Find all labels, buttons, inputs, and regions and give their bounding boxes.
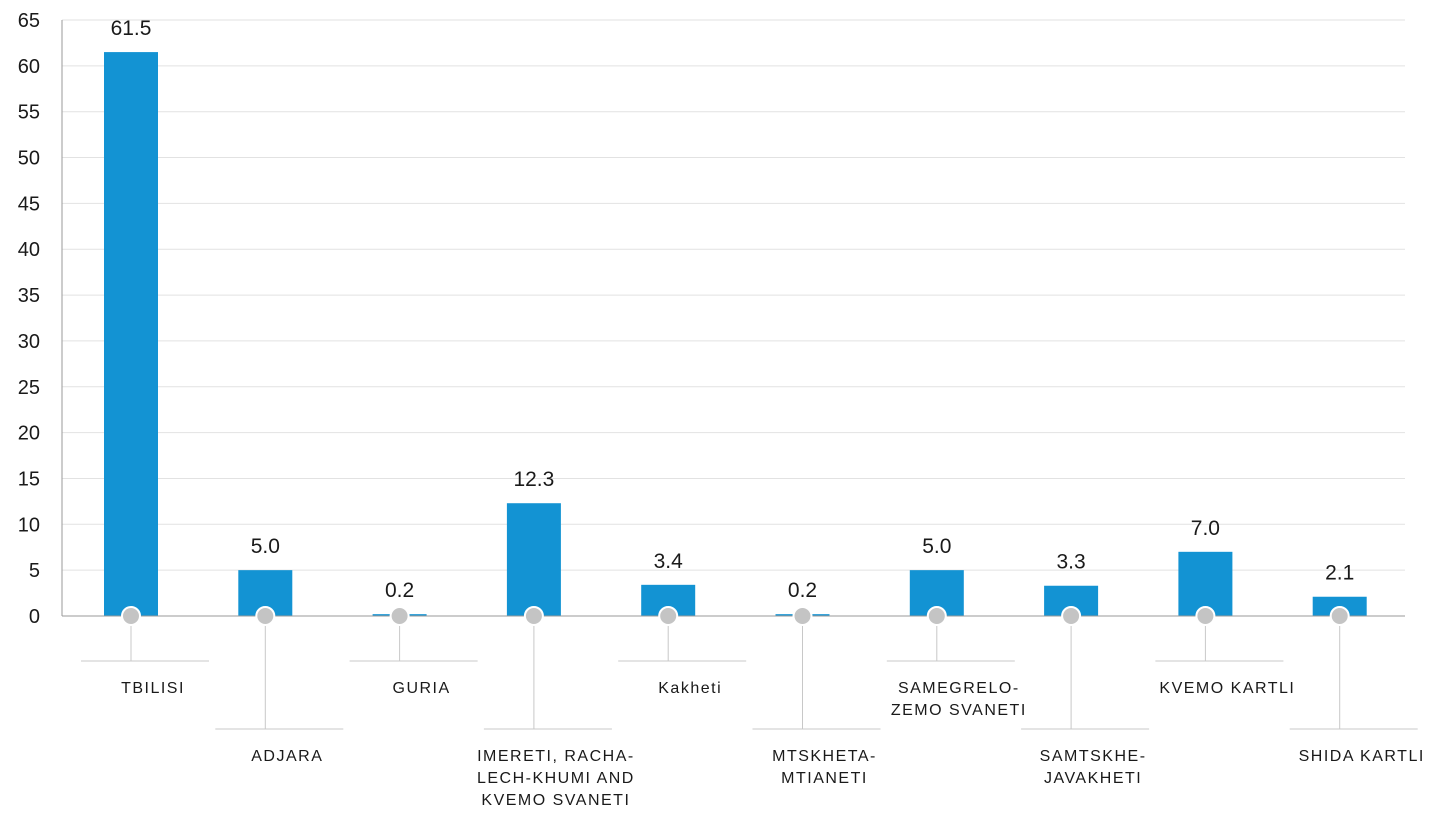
category-marker-dot: [523, 606, 544, 626]
bars: [104, 52, 1367, 617]
bar-value-label: 5.0: [922, 535, 951, 558]
category-label: SAMEGRELO-: [898, 680, 1020, 697]
bar-value-label: 12.3: [513, 468, 554, 491]
y-tick-label: 50: [18, 148, 40, 170]
category-marker-dot: [121, 606, 141, 626]
category-marker-dot: [1195, 606, 1216, 626]
category-label: IMERETI, RACHA-: [477, 748, 635, 765]
category-label: Kakheti: [658, 680, 722, 697]
y-tick-label: 5: [29, 560, 40, 582]
category-label: KVEMO SVANETI: [481, 792, 630, 809]
y-tick-label: 45: [18, 193, 40, 215]
bar-value-label: 0.2: [385, 579, 414, 602]
category-marker-dot: [1061, 606, 1082, 626]
bar-value-label: 7.0: [1191, 517, 1220, 540]
bar-value-label: 3.4: [654, 550, 684, 573]
category-marker-dot: [1329, 606, 1350, 626]
category-label: JAVAKHETI: [1044, 770, 1142, 787]
y-tick-label: 60: [18, 56, 40, 78]
bar: [1178, 551, 1233, 616]
y-tick-label: 0: [29, 606, 40, 628]
bar-value-label: 0.2: [788, 579, 817, 602]
category-marker-dot: [658, 606, 679, 626]
y-tick-label: 15: [18, 468, 40, 490]
bar-value-label: 3.3: [1056, 551, 1085, 574]
category-label: MTIANETI: [781, 770, 868, 787]
y-tick-label: 40: [18, 239, 40, 261]
bar: [104, 52, 158, 617]
category-marker-dot: [389, 606, 410, 626]
category-label: TBILISI: [121, 680, 185, 697]
category-leaders: [81, 606, 1418, 730]
value-labels: 61.5 5.0 0.2 12.3 3.4 0.2 5.0 3.3 7.0 2.1: [111, 17, 1355, 602]
category-label: MTSKHETA-: [772, 748, 877, 765]
category-label: ZEMO SVANETI: [891, 702, 1027, 719]
category-label: SAMTSKHE-: [1040, 748, 1147, 765]
category-marker-dot: [255, 606, 276, 626]
category-label: LECH-KHUMI AND: [477, 770, 635, 787]
bar-value-label: 61.5: [111, 17, 152, 40]
category-marker-dot: [926, 606, 947, 626]
bar-value-label: 5.0: [251, 535, 280, 558]
category-label: KVEMO KARTLI: [1159, 680, 1295, 697]
y-tick-label: 20: [18, 423, 40, 445]
category-label: SHIDA KARTLI: [1299, 748, 1425, 765]
gridlines: [62, 19, 1405, 571]
y-tick-label: 30: [18, 331, 40, 353]
bar-value-label: 2.1: [1325, 562, 1354, 585]
category-label: GURIA: [393, 680, 451, 697]
category-marker-dot: [792, 606, 813, 626]
category-labels: TBILISI ADJARA GURIA IMERETI, RACHA- LECH-KH…: [121, 680, 1425, 809]
y-tick-label: 25: [18, 377, 40, 399]
y-tick-label: 65: [18, 10, 40, 32]
y-tick-label: 10: [18, 514, 40, 536]
y-tick-label: 35: [18, 285, 40, 307]
y-tick-label: 55: [18, 102, 40, 124]
category-label: ADJARA: [251, 748, 323, 765]
y-axis-ticks: 0 5 10 15 20 25 30 35 40 45 50 55 60 65: [18, 10, 40, 628]
bar: [506, 503, 561, 616]
